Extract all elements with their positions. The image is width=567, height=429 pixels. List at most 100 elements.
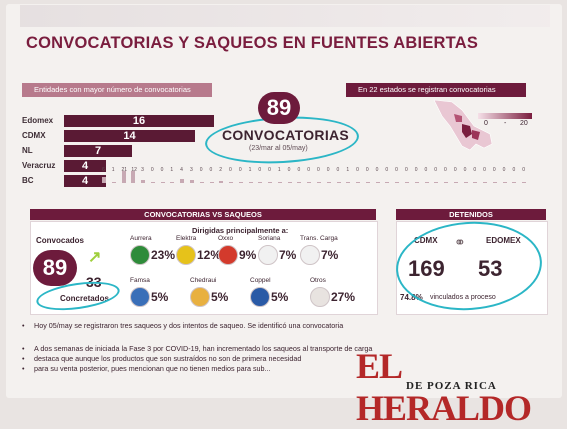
- timeline-count: 3: [141, 167, 144, 173]
- timeline-count: 0: [414, 167, 418, 173]
- store-logo-icon: [218, 245, 238, 265]
- timeline-count: 4: [180, 167, 183, 173]
- entity-label: CDMX: [22, 131, 46, 140]
- timeline-bar: [238, 182, 243, 183]
- detenidos-edomex-value: 53: [478, 256, 503, 281]
- timeline-count: 0: [483, 167, 486, 173]
- entity-value: 4: [81, 160, 89, 172]
- detenidos-note: vinculados a proceso: [430, 294, 496, 301]
- timeline-count: 0: [463, 167, 467, 173]
- top-banner: [20, 5, 550, 27]
- timeline-bar: [248, 182, 253, 183]
- store-logo-icon: [310, 287, 330, 307]
- store-name: Trans. Carga: [300, 235, 338, 242]
- entity-value: 7: [94, 145, 102, 157]
- timeline-bar: [102, 177, 106, 183]
- timeline-bar: [434, 182, 439, 183]
- detenidos-edomex-label: EDOMEX: [486, 236, 521, 245]
- timeline-count: 0: [258, 167, 262, 173]
- store-name: Chedraui: [190, 277, 217, 284]
- timeline-count: 0: [473, 167, 477, 173]
- entity-bar: 14: [64, 130, 195, 142]
- timeline-count: 1: [346, 167, 350, 173]
- section-conv-vs-saqueos: CONVOCATORIAS VS SAQUEOS: [30, 209, 376, 220]
- timeline-count: 1: [111, 167, 115, 173]
- store-pct: 27%: [331, 290, 356, 304]
- map-legend-max: 20: [520, 120, 528, 127]
- timeline-bar: [483, 182, 488, 183]
- timeline-bar: [346, 182, 351, 183]
- entity-bar: 16: [64, 115, 214, 127]
- page-title: CONVOCATORIAS Y SAQUEOS EN FUENTES ABIER…: [26, 34, 479, 52]
- timeline-count: 0: [336, 167, 340, 173]
- bullet-2: A dos semanas de iniciada la Fase 3 por …: [22, 344, 372, 354]
- timeline-bar: [219, 181, 224, 183]
- timeline-bar: [463, 182, 468, 183]
- watermark-subtitle: DE POZA RICA: [406, 380, 497, 392]
- entity-label: NL: [22, 146, 33, 155]
- infographic-sheet: [6, 4, 562, 398]
- timeline-bar: [287, 182, 292, 183]
- timeline-bar: [395, 182, 400, 183]
- timeline-bar: [385, 182, 390, 183]
- timeline-count: 0: [356, 167, 359, 173]
- timeline-bar: [307, 182, 312, 183]
- timeline-bar: [141, 180, 146, 183]
- timeline-bar: [317, 182, 321, 183]
- map-legend-gradient: [478, 113, 532, 119]
- store-name: Coppel: [250, 277, 271, 284]
- daily-timeline: 6 1 21 12 3 0 0 1 4 3 0 0 2 0 0 1 0 0 1 0 0 0 0 0 0 1 0 0 0 0 0 0 0 0 0 0 0 0…: [102, 163, 532, 209]
- timeline-count: 0: [502, 167, 506, 173]
- store-logo-icon: [130, 245, 150, 265]
- bullet-1: Hoy 05/may se registraron tres saqueos y…: [22, 321, 343, 331]
- store-logo-icon: [300, 245, 320, 265]
- store-pct: 7%: [321, 248, 339, 262]
- timeline-bar: [277, 182, 282, 183]
- convocados-number: 89: [33, 250, 77, 286]
- timeline-count: 0: [199, 167, 203, 173]
- timeline-count: 0: [404, 167, 408, 173]
- entity-value: 14: [123, 130, 136, 142]
- timeline-bar: [404, 182, 409, 183]
- convocados-label: Convocados: [36, 236, 85, 245]
- timeline-count: 21: [121, 167, 128, 173]
- store-logo-icon: [258, 245, 278, 265]
- timeline-count: 6: [102, 167, 105, 173]
- timeline-count: 0: [522, 167, 525, 173]
- timeline-bar: [424, 182, 429, 183]
- timeline-bar: [111, 182, 116, 183]
- timeline-bar: [492, 182, 497, 183]
- concretados-label: Concretados: [60, 294, 109, 303]
- timeline-count: 0: [238, 167, 242, 173]
- entity-bar: 4: [64, 175, 106, 187]
- timeline-count: 0: [385, 167, 389, 173]
- total-number-badge: 89: [258, 92, 300, 124]
- section-detenidos: DETENIDOS: [396, 209, 546, 220]
- entity-label: Veracruz: [22, 161, 56, 170]
- timeline-count: 0: [287, 167, 291, 173]
- timeline-bar: [336, 182, 341, 183]
- timeline-bar: [150, 182, 155, 183]
- bullet-3: destaca que aunque los productos que son…: [22, 354, 301, 364]
- entities-band: Entidades con mayor número de convocator…: [22, 83, 212, 97]
- timeline-bar: [512, 182, 517, 183]
- timeline-count: 0: [160, 167, 164, 173]
- timeline-count: 12: [131, 167, 137, 173]
- entity-label: Edomex: [22, 116, 54, 125]
- timeline-count: 0: [424, 167, 428, 173]
- timeline-count: 0: [365, 167, 369, 173]
- timeline-bar: [258, 182, 263, 183]
- timeline-bar: [121, 171, 126, 183]
- map-legend-min: 0: [484, 120, 488, 127]
- timeline-count: 0: [229, 167, 232, 173]
- entity-value: 4: [81, 175, 89, 187]
- timeline-bar: [444, 182, 449, 183]
- timeline-count: 0: [268, 167, 271, 173]
- dirigidas-label: Dirigidas principalmente a:: [192, 226, 289, 235]
- timeline-count: 0: [150, 167, 154, 173]
- total-label: CONVOCATORIAS: [222, 127, 350, 143]
- timeline-count: 0: [317, 167, 320, 173]
- states-band: En 22 estados se registran convocatorias: [346, 83, 526, 97]
- timeline-count: 0: [434, 167, 438, 173]
- timeline-bar: [297, 182, 302, 183]
